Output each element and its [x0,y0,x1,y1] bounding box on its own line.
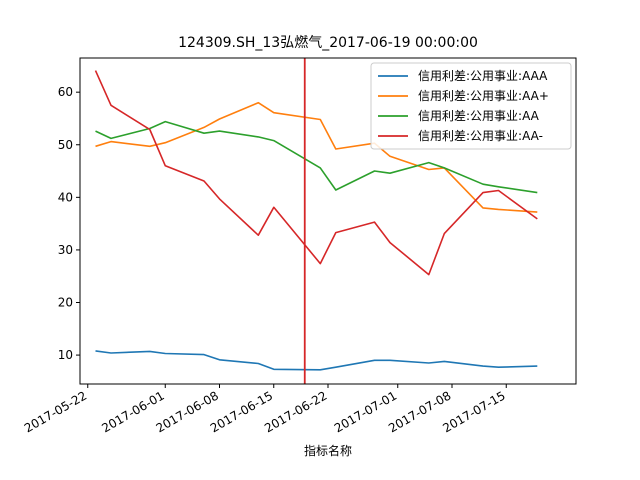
legend-label-1: 信用利差:公用事业:AAA [418,69,548,83]
legend-label-3: 信用利差:公用事业:AA [418,109,540,123]
y-tick-label: 30 [58,243,73,257]
legend-label-4: 信用利差:公用事业:AA- [418,129,543,143]
y-tick-label: 20 [58,296,73,310]
y-tick-label: 40 [58,190,73,204]
chart-title: 124309.SH_13弘燃气_2017-06-19 00:00:00 [178,34,478,51]
legend-label-2: 信用利差:公用事业:AA+ [418,89,549,103]
x-axis-label: 指标名称 [304,443,352,458]
y-tick-label: 50 [58,138,73,152]
y-tick-label: 10 [58,348,73,362]
legend: 信用利差:公用事业:AAA 信用利差:公用事业:AA+ 信用利差:公用事业:AA 信用… [371,63,571,149]
y-tick-label: 60 [58,85,73,99]
